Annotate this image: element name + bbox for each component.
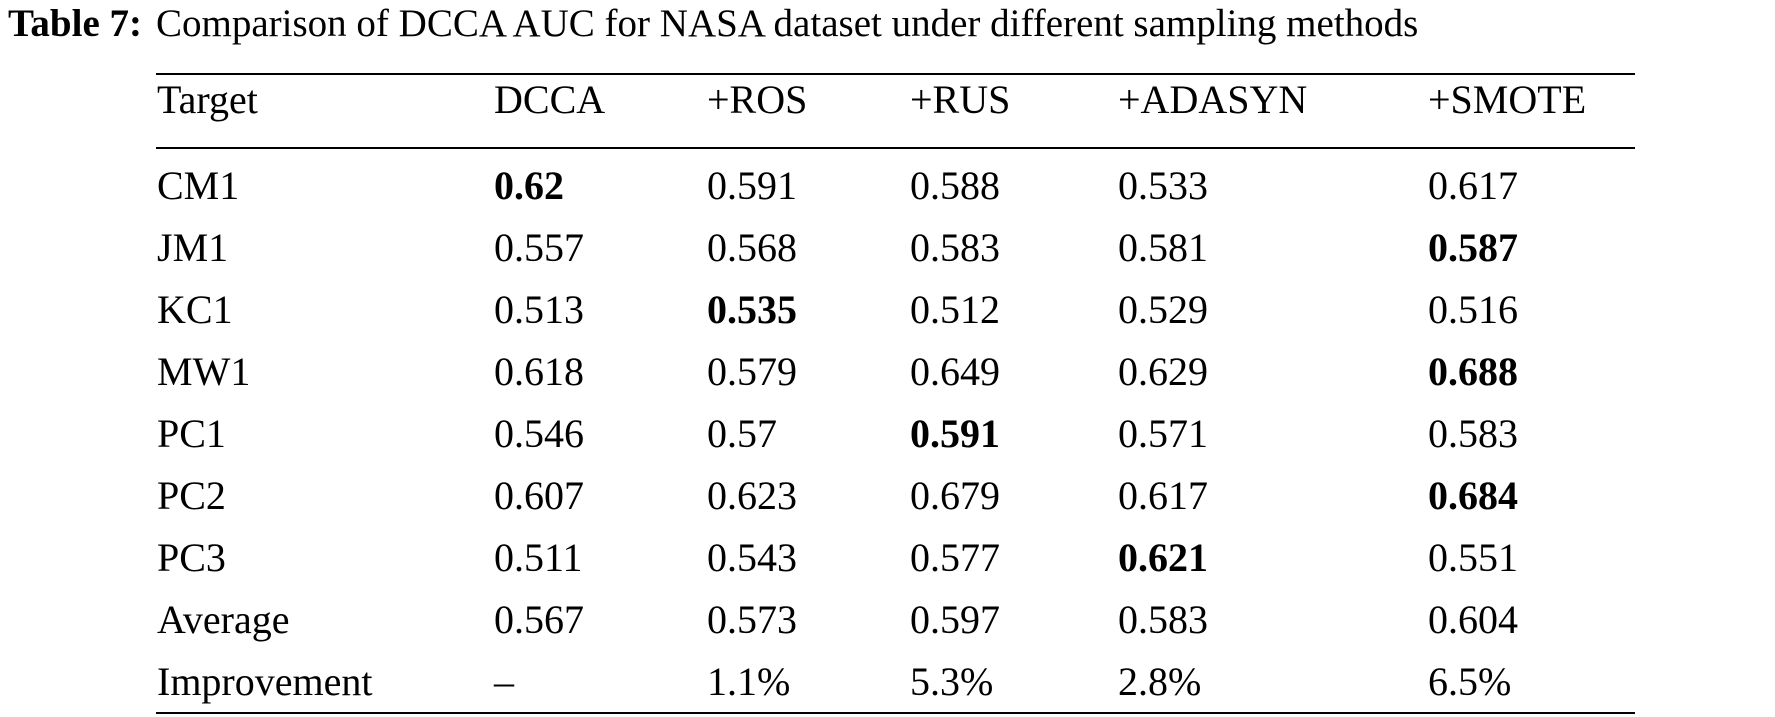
value-cell: 0.604: [1428, 597, 1518, 642]
value-cell: 0.587: [1428, 225, 1518, 270]
value-cell: 0.679: [910, 473, 1000, 518]
table-row: PC2 0.607 0.623 0.679 0.617 0.684: [0, 466, 1775, 526]
row-target-cell: MW1: [157, 349, 251, 394]
value-cell: 0.567: [494, 597, 584, 642]
row-target-cell: JM1: [157, 225, 229, 270]
value-cell: 0.684: [1428, 473, 1518, 518]
value-cell: 0.546: [494, 411, 584, 456]
table-row: PC3 0.511 0.543 0.577 0.621 0.551: [0, 528, 1775, 588]
value-cell: 0.688: [1428, 349, 1518, 394]
row-target-cell: CM1: [157, 163, 240, 208]
row-target-cell: Average: [157, 597, 290, 642]
header-rus: +RUS: [910, 77, 1011, 122]
value-cell: 0.591: [910, 411, 1000, 456]
header-ros: +ROS: [707, 77, 808, 122]
table-row-improvement: Improvement – 1.1% 5.3% 2.8% 6.5%: [0, 652, 1775, 712]
header-adasyn: +ADASYN: [1118, 77, 1308, 122]
value-cell: 0.533: [1118, 163, 1208, 208]
value-cell: 0.57: [707, 411, 777, 456]
value-cell: 0.583: [1428, 411, 1518, 456]
table-row: CM1 0.62 0.591 0.588 0.533 0.617: [0, 156, 1775, 216]
value-cell: 2.8%: [1118, 659, 1202, 704]
value-cell: 1.1%: [707, 659, 791, 704]
value-cell: 0.588: [910, 163, 1000, 208]
row-target-cell: Improvement: [157, 659, 373, 704]
table-row-average: Average 0.567 0.573 0.597 0.583 0.604: [0, 590, 1775, 650]
row-target-cell: PC2: [157, 473, 226, 518]
value-cell: 0.607: [494, 473, 584, 518]
value-cell: 0.629: [1118, 349, 1208, 394]
value-cell: 0.591: [707, 163, 797, 208]
value-cell: 0.577: [910, 535, 1000, 580]
value-cell: 0.571: [1118, 411, 1208, 456]
value-cell: 0.581: [1118, 225, 1208, 270]
value-cell: 0.621: [1118, 535, 1208, 580]
header-smote: +SMOTE: [1428, 77, 1587, 122]
value-cell: 6.5%: [1428, 659, 1512, 704]
value-cell: 0.573: [707, 597, 797, 642]
value-cell: 0.583: [910, 225, 1000, 270]
value-cell: 0.543: [707, 535, 797, 580]
table-row: JM1 0.557 0.568 0.583 0.581 0.587: [0, 218, 1775, 278]
table-bottom-rule: [156, 712, 1635, 714]
value-cell: 0.649: [910, 349, 1000, 394]
header-dcca: DCCA: [494, 77, 606, 122]
table-row: KC1 0.513 0.535 0.512 0.529 0.516: [0, 280, 1775, 340]
value-cell: 0.579: [707, 349, 797, 394]
value-cell: 0.551: [1428, 535, 1518, 580]
value-cell: 0.583: [1118, 597, 1208, 642]
row-target-cell: KC1: [157, 287, 233, 332]
header-target: Target: [157, 77, 258, 122]
value-cell: 0.597: [910, 597, 1000, 642]
row-target-cell: PC1: [157, 411, 226, 456]
value-cell: 0.529: [1118, 287, 1208, 332]
table-row: MW1 0.618 0.579 0.649 0.629 0.688: [0, 342, 1775, 402]
value-cell: 0.512: [910, 287, 1000, 332]
value-cell: 0.516: [1428, 287, 1518, 332]
value-cell: 0.568: [707, 225, 797, 270]
table-top-rule: [156, 73, 1635, 75]
value-cell: –: [494, 659, 514, 704]
value-cell: 0.62: [494, 163, 564, 208]
value-cell: 5.3%: [910, 659, 994, 704]
table-caption-text: Comparison of DCCA AUC for NASA dataset …: [156, 2, 1419, 45]
row-target-cell: PC3: [157, 535, 226, 580]
table-caption-label: Table 7:: [8, 2, 143, 45]
table-caption: Table 7: Comparison of DCCA AUC for NASA …: [8, 2, 1418, 46]
value-cell: 0.511: [494, 535, 583, 580]
table-header-rule: [156, 147, 1635, 149]
value-cell: 0.617: [1428, 163, 1518, 208]
value-cell: 0.618: [494, 349, 584, 394]
value-cell: 0.535: [707, 287, 797, 332]
value-cell: 0.513: [494, 287, 584, 332]
value-cell: 0.557: [494, 225, 584, 270]
table-row: PC1 0.546 0.57 0.591 0.571 0.583: [0, 404, 1775, 464]
value-cell: 0.623: [707, 473, 797, 518]
value-cell: 0.617: [1118, 473, 1208, 518]
